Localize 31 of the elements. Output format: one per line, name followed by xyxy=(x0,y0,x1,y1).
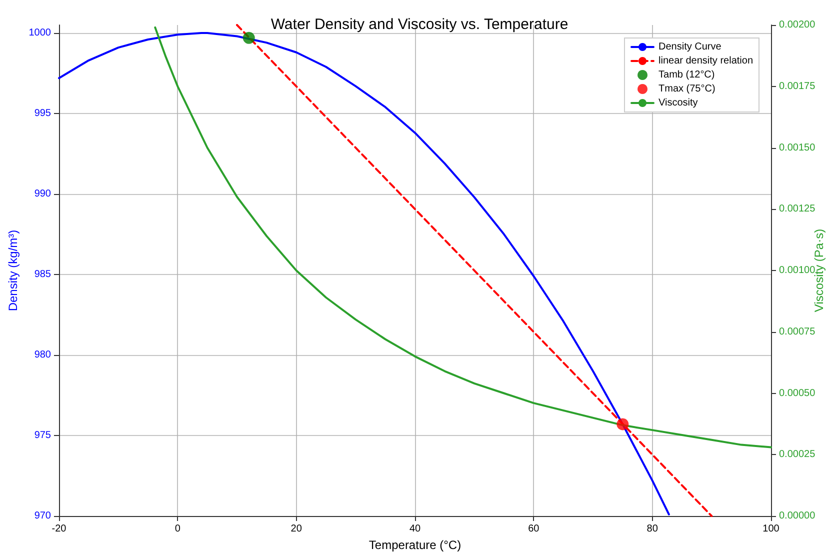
legend-label: Tmax (75°C) xyxy=(658,84,716,94)
x-axis-title: Temperature (°C) xyxy=(368,538,462,552)
y-tick-label: 980 xyxy=(34,350,52,361)
y2-tick-label: 0.00175 xyxy=(779,80,816,92)
y-tick-label: 1000 xyxy=(28,28,52,39)
legend-label: linear density relation xyxy=(658,56,754,66)
y2-tick-label: 0.00050 xyxy=(779,388,816,399)
y-axis-title: Density (kg/m³) xyxy=(6,230,20,312)
y-tick-label: 990 xyxy=(34,188,52,200)
y2-tick-label: 0.00000 xyxy=(779,510,816,522)
y2-tick-label: 0.00075 xyxy=(779,326,816,338)
y2-tick-label: 0.00025 xyxy=(779,449,816,460)
legend-label: Density Curve xyxy=(658,42,722,52)
x-tick-label: 60 xyxy=(528,524,540,534)
y-tick-label: 975 xyxy=(34,430,52,442)
legend-label: Viscosity xyxy=(658,98,698,108)
y2-tick-label: 0.00125 xyxy=(779,204,816,215)
y2-tick-label: 0.00100 xyxy=(779,265,816,276)
y2-tick-label: 0.00200 xyxy=(779,20,816,30)
y-tick-label: 970 xyxy=(34,510,52,522)
y-tick-label: 985 xyxy=(34,269,52,280)
legend-label: Tamb (12°C) xyxy=(658,70,715,80)
x-tick-label: 0 xyxy=(174,524,181,534)
y2-tick-label: 0.00150 xyxy=(779,142,816,154)
chart-title: Water Density and Viscosity vs. Temperature xyxy=(270,16,568,33)
x-tick-label: 20 xyxy=(290,524,302,534)
x-tick-label: 40 xyxy=(409,524,421,534)
y-tick-label: 995 xyxy=(34,108,52,120)
x-tick-label: -20 xyxy=(52,524,67,534)
x-tick-label: 80 xyxy=(646,524,658,534)
x-tick-label: 100 xyxy=(762,524,780,534)
